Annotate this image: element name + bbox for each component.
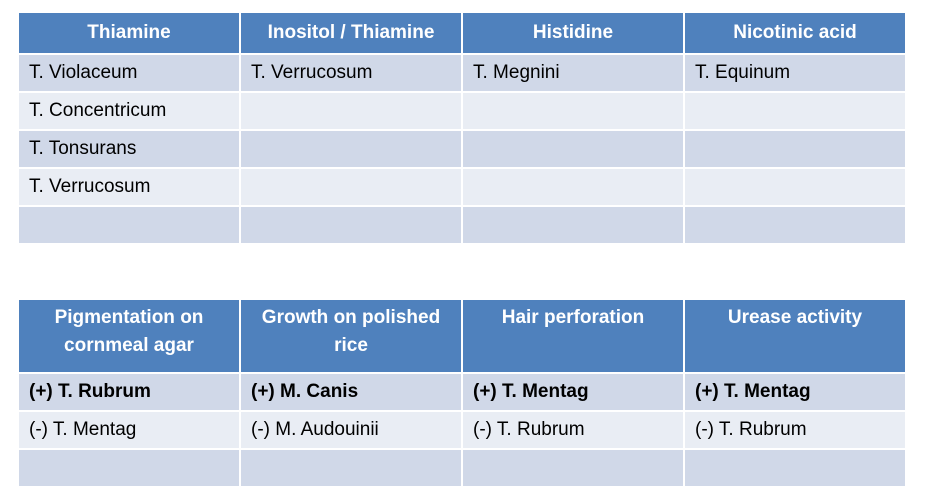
table-cell	[461, 448, 685, 488]
table-row	[17, 448, 907, 488]
table-cell	[683, 167, 907, 207]
table-row: T. Tonsurans	[17, 129, 907, 169]
table-cell: T. Verrucosum	[239, 53, 463, 93]
biochemical-test-table: Pigmentation on cornmeal agar Growth on …	[17, 298, 907, 488]
table-cell	[683, 91, 907, 131]
column-header-growth-on-rice: Growth on polished rice	[239, 298, 463, 374]
table-row: (+) T. Rubrum (+) M. Canis (+) T. Mentag…	[17, 372, 907, 412]
table-cell	[17, 205, 241, 245]
table-cell: (+) T. Mentag	[683, 372, 907, 412]
table-cell	[239, 167, 463, 207]
table-cell: (-) T. Rubrum	[461, 410, 685, 450]
table-cell: T. Tonsurans	[17, 129, 241, 169]
table-cell	[461, 167, 685, 207]
table-cell: T. Concentricum	[17, 91, 241, 131]
table-cell	[461, 91, 685, 131]
table-cell: T. Violaceum	[17, 53, 241, 93]
column-header-urease-activity: Urease activity	[683, 298, 907, 374]
nutrition-test-table: Thiamine Inositol / Thiamine Histidine N…	[17, 11, 907, 245]
table-cell	[683, 129, 907, 169]
table-cell	[239, 129, 463, 169]
table-cell: (+) T. Rubrum	[17, 372, 241, 412]
table-cell	[683, 205, 907, 245]
table-cell: (-) T. Rubrum	[683, 410, 907, 450]
table-cell	[17, 448, 241, 488]
table-header-row: Pigmentation on cornmeal agar Growth on …	[17, 298, 907, 374]
table-row: T. Verrucosum	[17, 167, 907, 207]
table-cell: (+) M. Canis	[239, 372, 463, 412]
column-header-pigmentation: Pigmentation on cornmeal agar	[17, 298, 241, 374]
table-row: (-) T. Mentag (-) M. Audouinii (-) T. Ru…	[17, 410, 907, 450]
table-cell: (+) T. Mentag	[461, 372, 685, 412]
table-cell: (-) M. Audouinii	[239, 410, 463, 450]
table-row: T. Concentricum	[17, 91, 907, 131]
column-header-nicotinic-acid: Nicotinic acid	[683, 11, 907, 55]
column-header-hair-perforation: Hair perforation	[461, 298, 685, 374]
table-row	[17, 205, 907, 245]
table-cell: T. Verrucosum	[17, 167, 241, 207]
table-cell	[461, 129, 685, 169]
table-cell	[239, 448, 463, 488]
table-cell	[239, 91, 463, 131]
column-header-histidine: Histidine	[461, 11, 685, 55]
table-cell: T. Equinum	[683, 53, 907, 93]
table-row: T. Violaceum T. Verrucosum T. Megnini T.…	[17, 53, 907, 93]
column-header-thiamine: Thiamine	[17, 11, 241, 55]
table-cell: (-) T. Mentag	[17, 410, 241, 450]
table-cell	[239, 205, 463, 245]
table-cell	[461, 205, 685, 245]
column-header-inositol-thiamine: Inositol / Thiamine	[239, 11, 463, 55]
table-cell	[683, 448, 907, 488]
table-header-row: Thiamine Inositol / Thiamine Histidine N…	[17, 11, 907, 55]
table-cell: T. Megnini	[461, 53, 685, 93]
